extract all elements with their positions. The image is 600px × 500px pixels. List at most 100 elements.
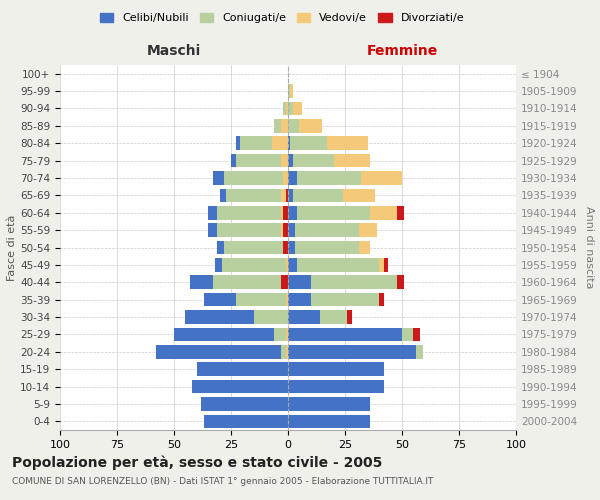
- Bar: [197, 362, 288, 376]
- Bar: [222, 258, 286, 272]
- Bar: [286, 345, 288, 358]
- Bar: [236, 293, 286, 306]
- Bar: [208, 206, 217, 220]
- Bar: [379, 258, 384, 272]
- Legend: Celibi/Nubili, Coniugati/e, Vedovi/e, Divorziati/e: Celibi/Nubili, Coniugati/e, Vedovi/e, Di…: [95, 8, 469, 28]
- Bar: [281, 276, 288, 289]
- Bar: [213, 276, 281, 289]
- Bar: [190, 276, 213, 289]
- Bar: [334, 154, 370, 168]
- Bar: [311, 293, 379, 306]
- Bar: [283, 224, 288, 237]
- Bar: [281, 345, 286, 358]
- Bar: [203, 293, 236, 306]
- Bar: [288, 276, 311, 289]
- Bar: [288, 310, 320, 324]
- Bar: [283, 240, 288, 254]
- Text: Popolazione per età, sesso e stato civile - 2005: Popolazione per età, sesso e stato civil…: [12, 456, 382, 470]
- Bar: [379, 293, 384, 306]
- Bar: [288, 397, 370, 410]
- Bar: [297, 206, 370, 220]
- Bar: [208, 224, 217, 237]
- Bar: [281, 224, 283, 237]
- Bar: [283, 171, 288, 185]
- Bar: [220, 188, 226, 202]
- Bar: [402, 328, 413, 341]
- Bar: [288, 188, 293, 202]
- Bar: [281, 206, 283, 220]
- Bar: [299, 119, 322, 132]
- Bar: [397, 276, 404, 289]
- Bar: [327, 136, 368, 150]
- Bar: [274, 119, 281, 132]
- Bar: [213, 171, 224, 185]
- Bar: [288, 154, 293, 168]
- Bar: [288, 362, 384, 376]
- Text: COMUNE DI SAN LORENZELLO (BN) - Dati ISTAT 1° gennaio 2005 - Elaborazione TUTTIT: COMUNE DI SAN LORENZELLO (BN) - Dati IST…: [12, 478, 433, 486]
- Bar: [274, 328, 286, 341]
- Bar: [236, 136, 240, 150]
- Bar: [311, 276, 397, 289]
- Y-axis label: Fasce di età: Fasce di età: [7, 214, 17, 280]
- Bar: [297, 258, 379, 272]
- Bar: [288, 136, 290, 150]
- Bar: [281, 154, 288, 168]
- Bar: [343, 188, 374, 202]
- Bar: [288, 171, 297, 185]
- Bar: [224, 240, 283, 254]
- Bar: [202, 397, 288, 410]
- Bar: [286, 328, 288, 341]
- Bar: [288, 414, 370, 428]
- Bar: [236, 154, 281, 168]
- Bar: [288, 380, 384, 394]
- Bar: [288, 84, 290, 98]
- Bar: [295, 240, 359, 254]
- Bar: [288, 345, 416, 358]
- Bar: [288, 224, 295, 237]
- Bar: [217, 240, 224, 254]
- Bar: [231, 154, 236, 168]
- Bar: [297, 171, 361, 185]
- Bar: [384, 258, 388, 272]
- Bar: [281, 188, 286, 202]
- Bar: [283, 102, 286, 115]
- Bar: [203, 414, 288, 428]
- Bar: [272, 136, 288, 150]
- Bar: [359, 224, 377, 237]
- Bar: [156, 345, 281, 358]
- Bar: [288, 328, 402, 341]
- Bar: [416, 345, 422, 358]
- Bar: [359, 240, 370, 254]
- Bar: [286, 258, 288, 272]
- Bar: [293, 154, 334, 168]
- Bar: [283, 206, 288, 220]
- Bar: [288, 119, 299, 132]
- Bar: [288, 206, 297, 220]
- Bar: [288, 102, 293, 115]
- Bar: [240, 136, 272, 150]
- Bar: [293, 188, 343, 202]
- Bar: [320, 310, 347, 324]
- Bar: [347, 310, 352, 324]
- Bar: [397, 206, 404, 220]
- Text: Maschi: Maschi: [147, 44, 201, 58]
- Bar: [217, 224, 281, 237]
- Bar: [226, 188, 281, 202]
- Bar: [361, 171, 402, 185]
- Bar: [185, 310, 254, 324]
- Bar: [293, 102, 302, 115]
- Bar: [224, 171, 283, 185]
- Bar: [288, 258, 297, 272]
- Bar: [192, 380, 288, 394]
- Bar: [254, 310, 288, 324]
- Bar: [370, 206, 397, 220]
- Bar: [290, 136, 327, 150]
- Bar: [290, 84, 293, 98]
- Bar: [413, 328, 420, 341]
- Bar: [288, 293, 311, 306]
- Bar: [286, 188, 288, 202]
- Bar: [217, 206, 281, 220]
- Bar: [288, 240, 295, 254]
- Y-axis label: Anni di nascita: Anni di nascita: [584, 206, 594, 289]
- Bar: [215, 258, 222, 272]
